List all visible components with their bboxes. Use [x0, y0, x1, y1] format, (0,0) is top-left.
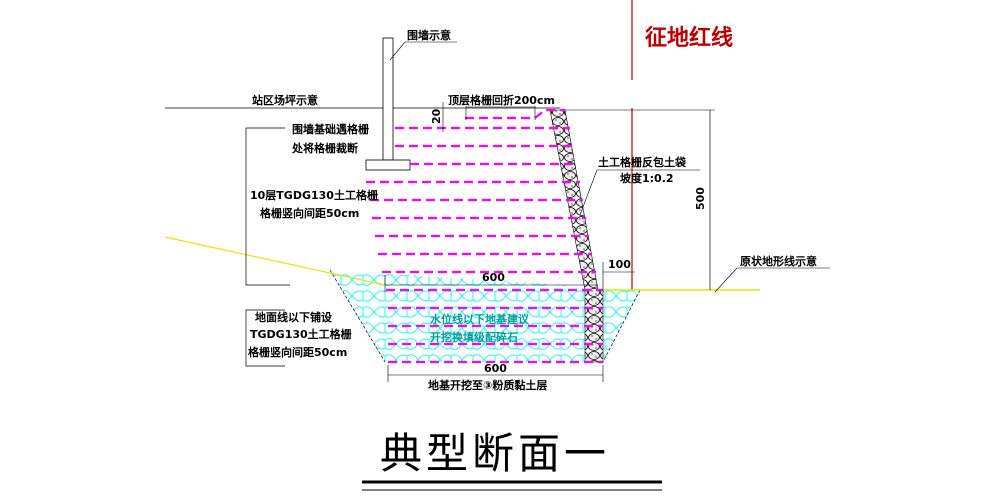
top-width-dim: 600: [482, 271, 505, 284]
wall-footing: [365, 159, 411, 171]
height-dim: 500: [694, 187, 707, 210]
below-ground-label-1: 地面线以下铺设: [255, 310, 333, 324]
top-fold-label: 顶层格栅回折200cm: [448, 93, 555, 107]
bottom-width-dim: 600: [484, 362, 507, 375]
wall-post: [382, 37, 394, 161]
below-ground-label-2: TGDG130土工格栅: [250, 327, 352, 341]
wall-cut-label-2: 处将格栅裁断: [291, 141, 358, 155]
site-ground-label: 站区场坪示意: [252, 93, 318, 107]
gravel-fill: [330, 270, 640, 362]
layers-label-2: 格栅竖向间距50cm: [260, 206, 359, 220]
offset-dim: 100: [608, 258, 631, 271]
fill-label-1: 水位线以下地基建议: [430, 312, 530, 326]
section-title: 典型断面一: [380, 429, 610, 478]
fill-label-2: 开挖换填级配碎石: [430, 330, 518, 344]
geogrid-layers: [366, 108, 603, 364]
facing-label-1: 土工格栅反包土袋: [598, 155, 687, 169]
original-ground-label: 原状地形线示意: [740, 254, 817, 268]
wall-cut-label-1: 围墙基础遇格栅: [292, 122, 369, 136]
excavate-label: 地基开挖至③粉质黏土层: [428, 378, 547, 392]
facing-label-2: 坡度1:0.2: [620, 171, 674, 185]
wall-label: 围墙示意: [407, 28, 451, 42]
top-offset-dim: 20: [430, 108, 443, 124]
below-ground-label-3: 格栅竖向间距50cm: [248, 345, 347, 359]
layers-label-1: 10层TGDG130土工格栅: [250, 188, 378, 202]
red-line-label: 征地红线: [645, 25, 733, 51]
original-ground-line: [164, 236, 386, 286]
